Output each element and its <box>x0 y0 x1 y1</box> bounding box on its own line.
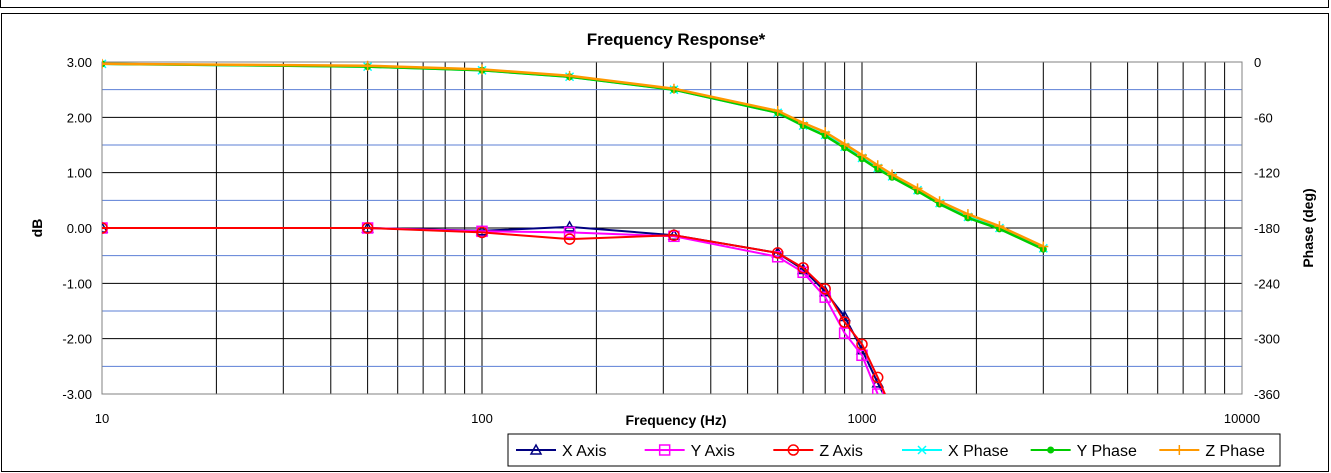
legend-x-axis-point <box>529 443 543 455</box>
legend-box <box>507 433 1281 467</box>
y2-tick-label: 0 <box>1254 55 1261 70</box>
x-tick-label: 10000 <box>1224 411 1260 426</box>
z-phase-point <box>772 105 783 116</box>
y-axis-point <box>563 226 576 239</box>
z-phase-point <box>994 221 1005 232</box>
x-tick-label: 10 <box>95 411 109 426</box>
y2-tick-label: -180 <box>1254 221 1280 236</box>
y2-tick-label: -120 <box>1254 166 1280 181</box>
y-tick-label: 2.00 <box>67 110 92 125</box>
z-phase-point <box>102 58 107 69</box>
legend-x-phase-label: X Phase <box>948 443 1009 460</box>
z-phase-point <box>564 70 575 81</box>
z-phase-series <box>102 58 1049 252</box>
z-axis-point <box>102 222 108 234</box>
y-axis-title: dB <box>29 219 45 238</box>
legend-y-axis-point <box>658 444 671 456</box>
z-phase-point <box>668 83 679 94</box>
y2-tick-label: -240 <box>1254 276 1280 291</box>
y-tick-label: -1.00 <box>62 276 92 291</box>
legend-z-phase-label: Z Phase <box>1205 443 1265 460</box>
y-tick-label: 3.00 <box>67 55 92 70</box>
y-axis-point <box>887 417 897 427</box>
z-phase-point <box>362 60 373 71</box>
z-phase-point <box>934 196 945 207</box>
y-axis-point <box>871 388 884 394</box>
z-phase-point <box>1038 241 1049 252</box>
z-axis-point <box>887 406 897 416</box>
z-phase-point <box>839 139 850 150</box>
y2-tick-label: -300 <box>1254 332 1280 347</box>
legend-z-phase-point <box>1174 445 1185 455</box>
z-axis-point <box>797 262 809 274</box>
z-phase-point <box>912 183 923 194</box>
y2-axis-title: Phase (deg) <box>1300 188 1316 267</box>
z-phase-point <box>872 160 883 171</box>
z-axis-point <box>771 247 784 259</box>
z-axis-line <box>102 227 886 394</box>
y-tick-label: -3.00 <box>62 387 92 402</box>
grid <box>102 62 1242 394</box>
z-axis-point <box>668 229 680 241</box>
x-tick-label: 1000 <box>848 411 877 426</box>
y2-tick-label: -60 <box>1254 110 1273 125</box>
series-layer <box>102 58 1049 427</box>
legend-x-axis-label: X Axis <box>562 443 606 460</box>
chart-title: Frequency Response* <box>587 30 766 49</box>
legend-x-phase-point <box>917 445 927 455</box>
y-axis-point <box>838 327 851 339</box>
z-axis-point <box>871 371 884 384</box>
y-tick-label: 0.00 <box>67 221 92 236</box>
legend-y-phase-label: Y Phase <box>1077 443 1137 460</box>
z-axis-point <box>819 283 831 295</box>
x-axis-point <box>887 406 897 415</box>
legend: X Axis Y Axis Z Axis X Phase Y Phase Z Phase <box>507 433 1281 467</box>
z-phase-point <box>962 209 973 220</box>
x-axis-point <box>563 220 576 232</box>
z-phase-point <box>857 150 867 161</box>
window-frame-top <box>0 0 1329 8</box>
z-phase-point <box>477 64 487 75</box>
z-phase-point <box>887 169 898 180</box>
z-axis-series <box>102 222 897 416</box>
legend-z-axis-point <box>787 444 800 456</box>
legend-y-phase-point <box>1047 446 1055 454</box>
z-phase-point <box>798 117 809 128</box>
x-phase-point <box>102 59 107 69</box>
legend-y-axis-label: Y Axis <box>691 443 735 460</box>
z-axis-point <box>838 316 851 328</box>
z-axis-point <box>361 222 374 234</box>
y-tick-label: 1.00 <box>67 166 92 181</box>
y2-tick-label: -360 <box>1254 387 1280 402</box>
z-axis-point <box>856 338 868 350</box>
x-tick-label: 100 <box>471 411 493 426</box>
tick-labels: 3.00 2.00 1.00 0.00 -1.00 -2.00 -3.00 0 -60 -120 -… <box>62 55 1280 426</box>
x-axis-point <box>818 285 832 297</box>
z-axis-point <box>476 226 488 239</box>
legend-z-axis-label: Z Axis <box>819 443 863 460</box>
z-axis-point <box>563 233 576 245</box>
z-phase-point <box>820 127 831 138</box>
x-axis-title: Frequency (Hz) <box>625 412 726 428</box>
y-tick-label: -2.00 <box>62 332 92 347</box>
